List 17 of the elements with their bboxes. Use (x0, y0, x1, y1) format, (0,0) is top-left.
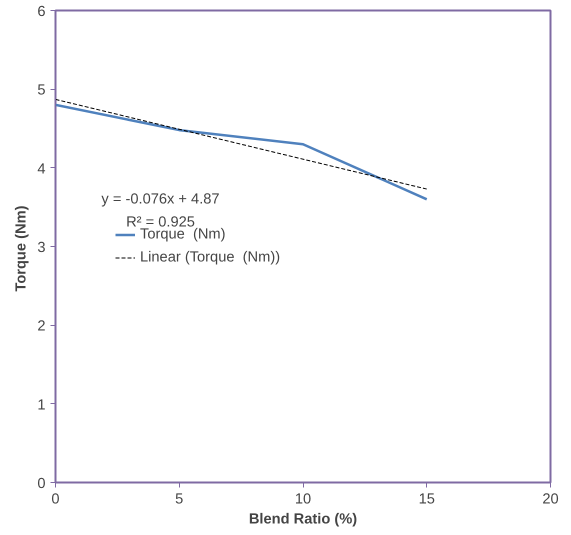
x-tick-label: 10 (294, 492, 312, 508)
y-tick-label: 1 (37, 397, 46, 414)
x-tick-label: 5 (175, 492, 184, 508)
legend-label: Torque (Nm) (140, 226, 226, 242)
x-tick-label: 0 (51, 492, 60, 508)
legend-label: Linear (Torque (Nm)) (140, 250, 280, 266)
y-axis-title: Torque (Nm) (13, 205, 30, 292)
x-tick-label: 20 (542, 492, 559, 508)
y-tick-label: 4 (37, 161, 46, 178)
y-tick-label: 3 (37, 240, 46, 256)
annotation: y = -0.076x + 4.87 (101, 192, 220, 208)
y-tick-label: 0 (37, 476, 46, 492)
x-axis-title: Blend Ratio (%) (248, 512, 358, 528)
y-tick-label: 6 (37, 4, 46, 20)
y-tick-label: 5 (37, 82, 46, 99)
x-tick-label: 15 (418, 492, 435, 508)
y-tick-label: 2 (37, 318, 46, 335)
